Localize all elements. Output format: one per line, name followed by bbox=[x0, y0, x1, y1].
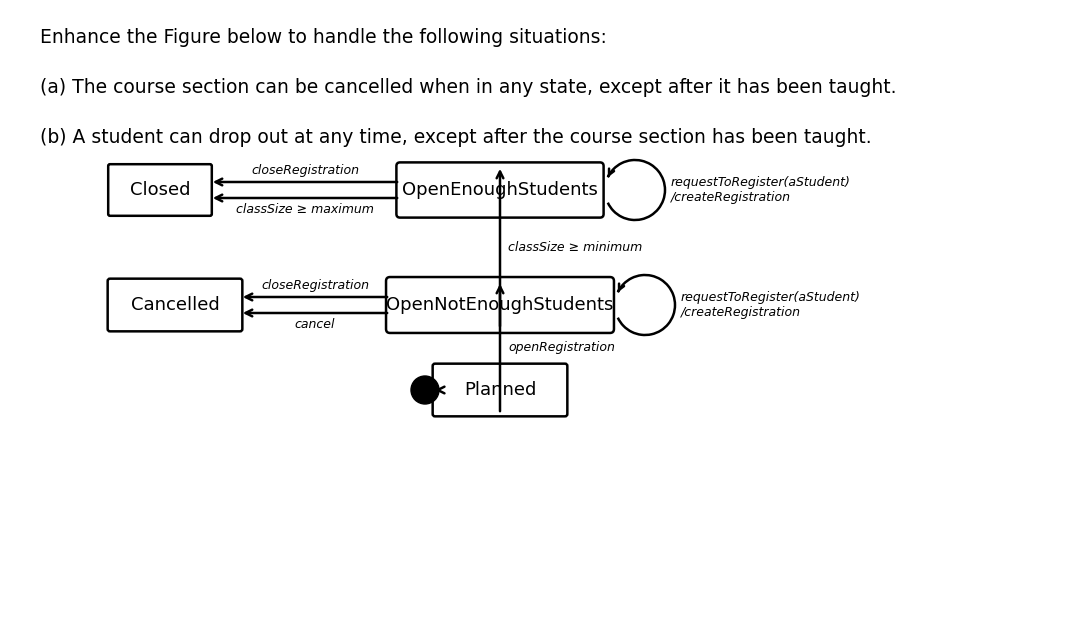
Text: cancel: cancel bbox=[295, 318, 335, 331]
FancyBboxPatch shape bbox=[108, 279, 242, 331]
FancyBboxPatch shape bbox=[433, 363, 567, 417]
Text: openRegistration: openRegistration bbox=[508, 341, 615, 354]
Text: classSize ≥ maximum: classSize ≥ maximum bbox=[237, 203, 374, 216]
Circle shape bbox=[411, 376, 438, 404]
Text: classSize ≥ minimum: classSize ≥ minimum bbox=[508, 241, 643, 254]
Text: (b) A student can drop out at any time, except after the course section has been: (b) A student can drop out at any time, … bbox=[40, 128, 872, 147]
FancyBboxPatch shape bbox=[386, 277, 613, 333]
Text: requestToRegister(aStudent)
/createRegistration: requestToRegister(aStudent) /createRegis… bbox=[681, 291, 861, 319]
Text: Closed: Closed bbox=[130, 181, 190, 199]
Text: Planned: Planned bbox=[463, 381, 536, 399]
Text: Cancelled: Cancelled bbox=[131, 296, 219, 314]
Text: closeRegistration: closeRegistration bbox=[251, 164, 359, 177]
Text: Enhance the Figure below to handle the following situations:: Enhance the Figure below to handle the f… bbox=[40, 28, 607, 47]
Text: (a) The course section can be cancelled when in any state, except after it has b: (a) The course section can be cancelled … bbox=[40, 78, 896, 97]
FancyBboxPatch shape bbox=[396, 162, 604, 218]
Text: closeRegistration: closeRegistration bbox=[261, 279, 369, 292]
Text: requestToRegister(aStudent)
/createRegistration: requestToRegister(aStudent) /createRegis… bbox=[671, 176, 851, 204]
Text: OpenNotEnoughStudents: OpenNotEnoughStudents bbox=[387, 296, 613, 314]
Text: OpenEnoughStudents: OpenEnoughStudents bbox=[402, 181, 598, 199]
FancyBboxPatch shape bbox=[108, 164, 212, 216]
